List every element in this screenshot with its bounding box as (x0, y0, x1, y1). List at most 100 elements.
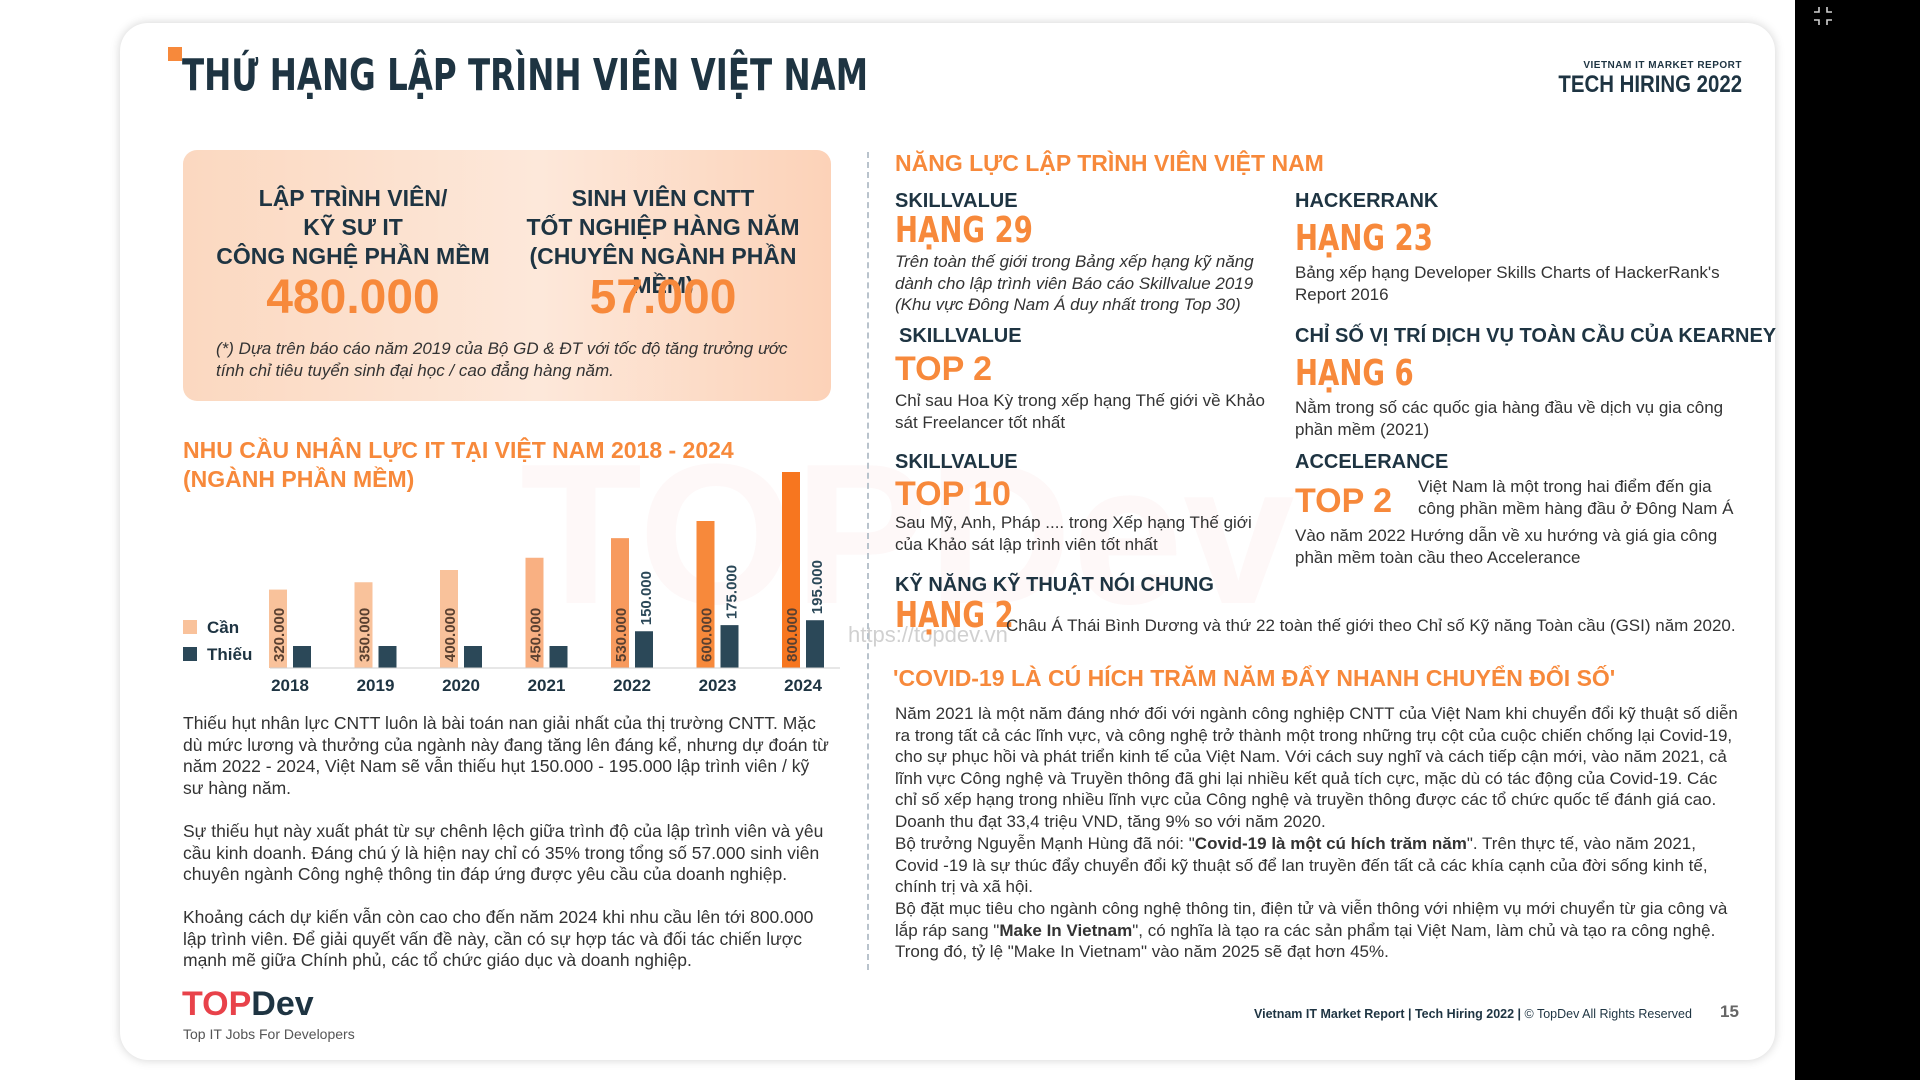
stat-graduates-value: 57.000 (589, 271, 737, 324)
covid-heading: 'COVID-19 LÀ CÚ HÍCH TRĂM NĂM ĐẨY NHANH … (893, 665, 1616, 691)
accelerance-desc-2: Vào năm 2022 Hướng dẫn về xu hướng và gi… (1295, 526, 1718, 567)
skillvalue-desc-2: Chỉ sau Hoa Kỳ trong xếp hạng Thế giới v… (895, 391, 1265, 432)
bar-can-label-2019: 350.000 (357, 608, 374, 662)
covid-paragraph-3: Bộ đặt mục tiêu cho ngành công nghệ thôn… (895, 898, 1740, 963)
it-demand-bar-chart: 320.000 2018 350.000 2019 400.000 2020 450.000… (183, 472, 840, 695)
page-number: 15 (1720, 1002, 1739, 1021)
bar-thieu-label-2023: 175.000 (724, 565, 741, 619)
bar-thieu-2020 (464, 646, 482, 668)
stat-graduates-label: SINH VIÊN CNTT TỐT NGHIỆP HÀNG NĂM (CHUY… (513, 184, 813, 300)
stat-label-line: SINH VIÊN CNTT (571, 185, 755, 211)
stats-box: LẬP TRÌNH VIÊN/ KỸ SƯ IT CÔNG NGHỆ PHẦN … (183, 150, 831, 401)
capability-heading: NĂNG LỰC LẬP TRÌNH VIÊN VIỆT NAM (895, 150, 1324, 176)
bar-thieu-2024 (806, 620, 824, 668)
stat-label-line: (CHUYÊN NGÀNH PHẦN MỀM) (529, 243, 797, 298)
skillvalue-rank-3: TOP 10 (895, 475, 1011, 513)
kearney-rank: HẠNG 6 (1295, 353, 1414, 394)
gsi-desc: Châu Á Thái Bình Dương và thứ 22 toàn th… (1006, 616, 1736, 635)
skillvalue-desc-1: Trên toàn thế giới trong Bảng xếp hạng k… (895, 252, 1254, 314)
skillvalue-label-2: SKILLVALUE (899, 325, 1022, 347)
make-in-vietnam: Make In Vietnam (999, 920, 1133, 940)
stat-label-line: CÔNG NGHỆ PHẦN MỀM (216, 243, 490, 269)
bar-thieu-label-2024: 195.000 (809, 560, 826, 614)
bar-can-label-2023: 600.000 (699, 608, 716, 662)
bar-can-label-2024: 800.000 (784, 608, 801, 662)
accelerance-desc-1: Việt Nam là một trong hai điểm đến gia c… (1418, 477, 1734, 518)
x-tick-2019: 2019 (357, 676, 395, 695)
bar-can-2018 (269, 589, 287, 668)
logo-top: TOP (182, 985, 252, 1023)
skillvalue-label-1: SKILLVALUE (895, 190, 1018, 212)
chart-heading-line1: NHU CẦU NHÂN LỰC IT TẠI VIỆT NAM 2018 - … (183, 437, 734, 463)
legend-thieu-swatch (183, 647, 197, 661)
watermark-url: https://topdev.vn (848, 622, 1008, 647)
bar-can-label-2021: 450.000 (528, 608, 545, 662)
x-tick-2018: 2018 (271, 676, 309, 695)
paragraph-forecast: Khoảng cách dự kiến vẫn còn cao cho đến … (183, 907, 814, 970)
footer-tagline: Top IT Jobs For Developers (183, 1026, 355, 1042)
brand-title: TECH HIRING 2022 (1558, 71, 1742, 98)
covid-p3-text: Bộ đặt mục tiêu cho ngành công nghệ thôn… (895, 899, 1728, 940)
stat-label-line: TỐT NGHIỆP HÀNG NĂM (526, 214, 800, 240)
bar-thieu-2022 (635, 631, 653, 668)
footer-report-name: Vietnam IT Market Report | Tech Hiring 2… (1254, 1007, 1522, 1021)
column-divider (867, 152, 869, 970)
covid-quote: Covid-19 là một cú hích trăm năm (1194, 834, 1467, 853)
accelerance-rank: TOP 2 (1295, 482, 1393, 520)
x-tick-2021: 2021 (528, 676, 566, 695)
chart-heading-line2: (NGÀNH PHẦN MỀM) (183, 466, 415, 492)
kearney-desc: Nằm trong số các quốc gia hàng đầu về dị… (1295, 398, 1724, 439)
brand-subtitle: VIETNAM IT MARKET REPORT (1583, 60, 1742, 71)
x-tick-2020: 2020 (442, 676, 480, 695)
accelerance-label: ACCELERANCE (1295, 451, 1449, 473)
bar-can-2022 (611, 538, 629, 668)
stat-label-line: LẬP TRÌNH VIÊN/ (258, 185, 448, 211)
stats-note: (*) Dựa trên báo cáo năm 2019 của Bộ GD … (216, 339, 788, 380)
covid-p2-text: ". Trên thực tế, vào năm 2021, Covid -19… (895, 834, 1708, 896)
hackerrank-desc: Bảng xếp hạng Developer Skills Charts of… (1295, 263, 1720, 304)
gsi-label: KỸ NĂNG KỸ THUẬT NÓI CHUNG (895, 574, 1214, 596)
bar-thieu-2023 (720, 625, 739, 668)
kearney-label: CHỈ SỐ VỊ TRÍ DỊCH VỤ TOÀN CẦU CỦA KEARN… (1295, 325, 1777, 347)
paragraph-gap: Sự thiếu hụt này xuất phát từ sự chênh l… (183, 821, 824, 884)
skillvalue-desc-3: Sau Mỹ, Anh, Pháp .... trong Xếp hạng Th… (895, 513, 1252, 554)
skillvalue-rank-2: TOP 2 (895, 350, 993, 388)
bar-can-label-2018: 320.000 (271, 608, 288, 662)
topdev-logo: TOPDev (182, 985, 314, 1024)
covid-p2-text: Bộ trưởng Nguyễn Mạnh Hùng đã nói: " (895, 834, 1195, 853)
x-tick-2022: 2022 (613, 676, 651, 695)
footer-rights: © TopDev All Rights Reserved (1521, 1007, 1692, 1021)
covid-paragraph-1: Năm 2021 là một năm đáng nhớ đối với ngà… (895, 704, 1738, 831)
title-accent (168, 47, 182, 61)
logo-dev: Dev (251, 985, 314, 1023)
chart-heading: NHU CẦU NHÂN LỰC IT TẠI VIỆT NAM 2018 - … (183, 436, 734, 494)
hackerrank-rank: HẠNG 23 (1295, 218, 1433, 259)
covid-p3-text: ", có nghĩa là tạo ra các sản phẩm tại V… (895, 920, 1716, 962)
gsi-rank: HẠNG 2 (895, 595, 1014, 636)
bar-can-2024 (782, 472, 800, 668)
skillvalue-rank-1: HẠNG 29 (895, 210, 1033, 251)
bar-can-label-2020: 400.000 (442, 608, 459, 662)
report-brand: VIETNAM IT MARKET REPORT TECH HIRING 202… (1526, 60, 1742, 99)
exit-fullscreen-icon[interactable] (1812, 5, 1842, 29)
bar-can-2019 (354, 582, 373, 668)
covid-paragraph-2: Bộ trưởng Nguyễn Mạnh Hùng đã nói: "Covi… (895, 833, 1740, 898)
footer-copyright: Vietnam IT Market Report | Tech Hiring 2… (1254, 1007, 1692, 1021)
legend-can-label: Cần (207, 618, 239, 637)
x-tick-2023: 2023 (699, 676, 737, 695)
bar-thieu-2021 (549, 646, 568, 668)
bar-can-2021 (525, 557, 544, 668)
x-tick-2024: 2024 (784, 676, 822, 695)
stat-developers-value: 480.000 (266, 271, 440, 324)
legend-can-swatch (183, 620, 197, 634)
bar-thieu-2018 (293, 646, 311, 668)
hackerrank-label: HACKERRANK (1295, 190, 1439, 212)
stat-developers-label: LẬP TRÌNH VIÊN/ KỸ SƯ IT CÔNG NGHỆ PHẦN … (205, 184, 501, 271)
bar-thieu-label-2022: 150.000 (638, 571, 655, 625)
stat-label-line: KỸ SƯ IT (303, 214, 403, 240)
page-title: THỨ HẠNG LẬP TRÌNH VIÊN VIỆT NAM (182, 50, 869, 101)
bar-thieu-2019 (378, 646, 397, 668)
bar-can-2020 (440, 570, 458, 668)
legend-thieu-label: Thiếu (207, 645, 252, 664)
bar-can-label-2022: 530.000 (613, 608, 630, 662)
